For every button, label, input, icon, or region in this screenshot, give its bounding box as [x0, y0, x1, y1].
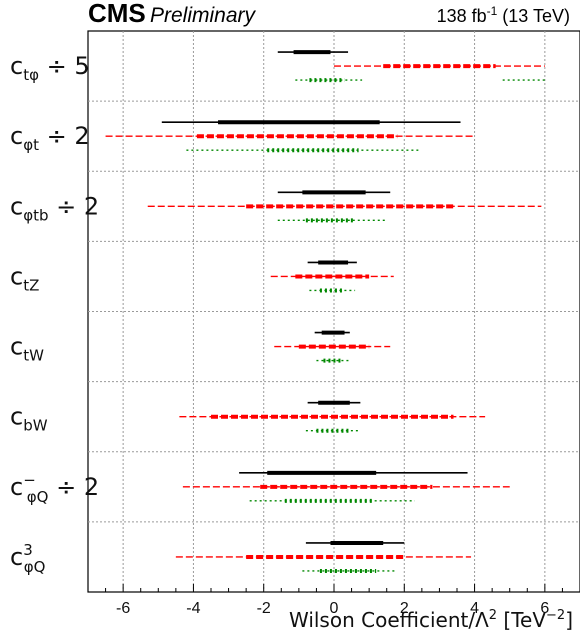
row-label: c− φQ ÷ 2: [10, 471, 99, 506]
x-tick-label: 6: [540, 600, 549, 617]
status-label: Preliminary: [150, 4, 257, 27]
row-labels: ctφ ÷ 5 cφt ÷ 2 cφtb ÷ 2 ctZ ctW cbW c− φQ ÷ 2 c…: [10, 52, 99, 576]
x-tick-label: 4: [470, 600, 479, 617]
x-axis-title: Wilson Coefficient/Λ2 [TeV−2]: [289, 608, 573, 632]
x-axis: -6 -4 -2 0 2 4 6: [87, 584, 580, 617]
row-label: ctW: [10, 333, 44, 365]
intervals: [105, 50, 545, 573]
row-label: cφt ÷ 2: [10, 122, 90, 154]
x-tick-label: 0: [330, 600, 339, 617]
row-label: c3 φQ: [10, 541, 45, 576]
luminosity-label: 138 fb-1 (13 TeV): [437, 4, 570, 26]
row-label: cbW: [10, 403, 48, 435]
row-label: ctZ: [10, 262, 39, 294]
row-label: cφtb ÷ 2: [10, 192, 99, 224]
x-tick-label: -2: [257, 600, 271, 617]
experiment-label: CMS: [88, 0, 146, 28]
row-label: ctφ ÷ 5: [10, 52, 90, 84]
x-tick-label: -6: [116, 600, 130, 617]
x-tick-label: -4: [186, 600, 200, 617]
row-separators: [88, 100, 580, 523]
x-tick-label: 2: [400, 600, 409, 617]
